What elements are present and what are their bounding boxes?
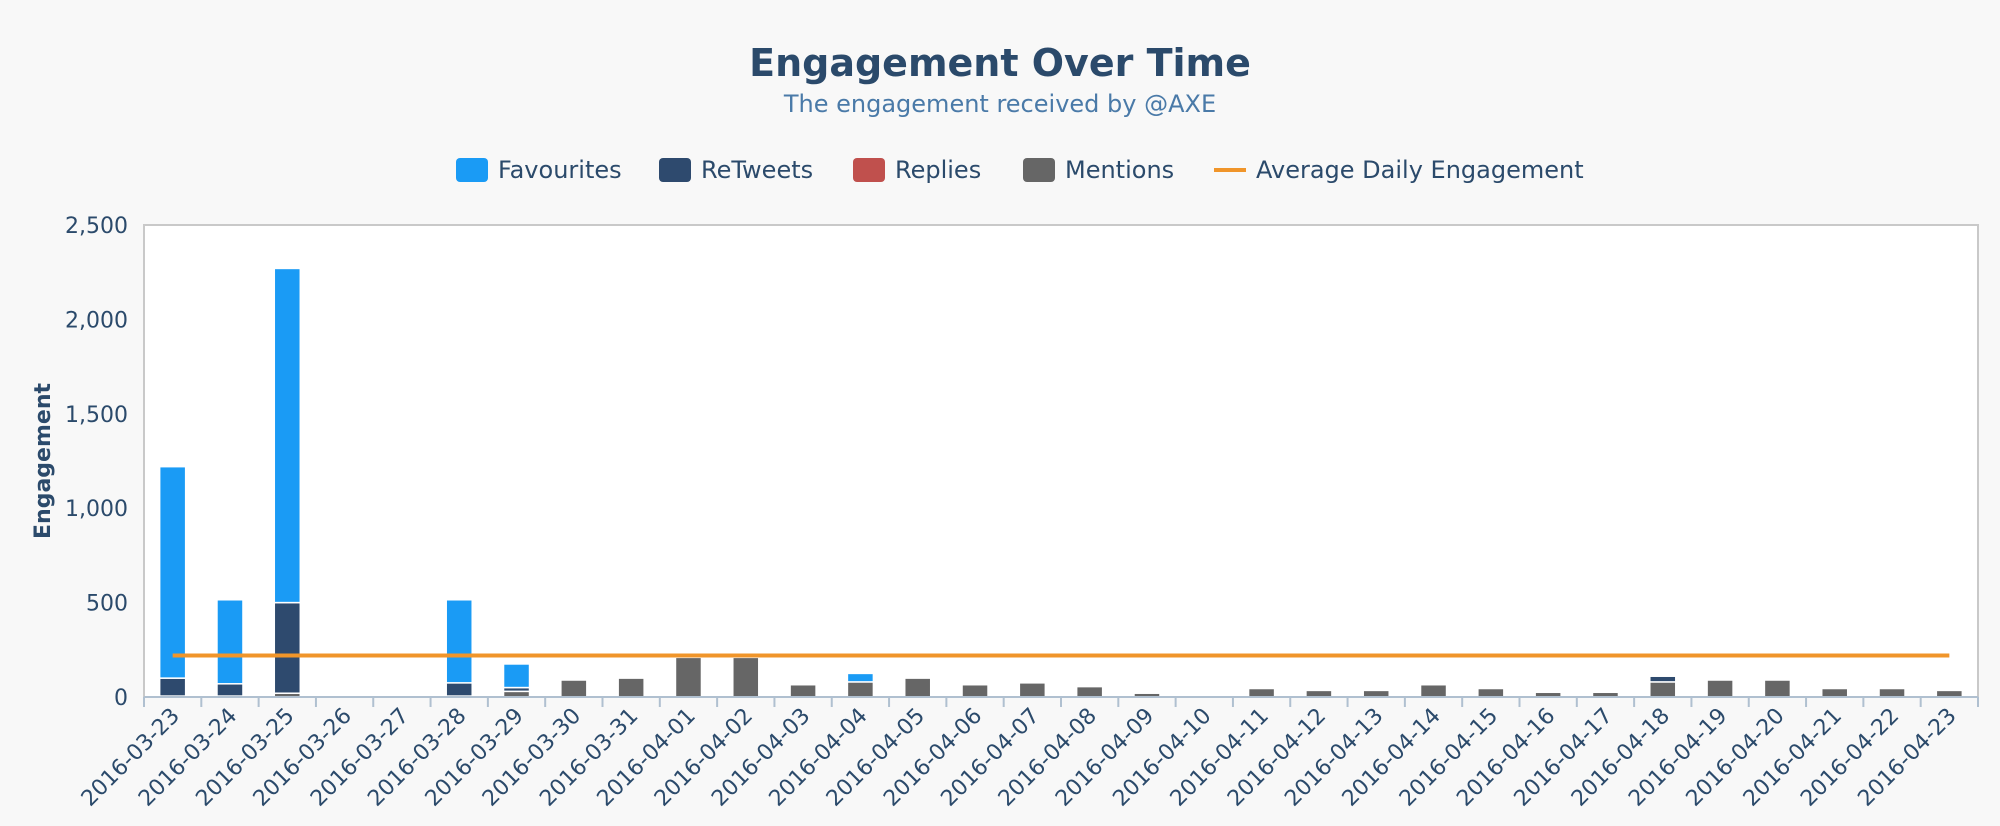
- legend-label: Favourites: [498, 156, 622, 184]
- bar-retweets-2016-03-24[interactable]: [216, 683, 244, 697]
- legend-swatch: [1023, 158, 1055, 182]
- chart-subtitle: The engagement received by @AXE: [783, 90, 1216, 118]
- bar-mentions-2016-04-15[interactable]: [1477, 687, 1505, 698]
- bar-mentions-2016-04-22[interactable]: [1878, 687, 1906, 698]
- bar-favourites-2016-03-29[interactable]: [502, 663, 531, 689]
- bar-favourites-2016-03-23[interactable]: [158, 465, 187, 679]
- legend-item-retweets[interactable]: ReTweets: [659, 156, 813, 184]
- bar-mentions-2016-04-03[interactable]: [789, 683, 817, 698]
- bar-favourites-2016-04-04[interactable]: [846, 672, 875, 683]
- y-tick-label: 1,500: [65, 403, 128, 428]
- y-tick-label: 500: [86, 592, 128, 617]
- bar-mentions-2016-04-21[interactable]: [1820, 687, 1849, 698]
- legend-swatch: [456, 158, 488, 182]
- bar-mentions-2016-04-19[interactable]: [1706, 679, 1734, 698]
- legend-item-average-daily-engagement[interactable]: Average Daily Engagement: [1214, 156, 1584, 184]
- bar-mentions-2016-04-20[interactable]: [1763, 679, 1792, 698]
- bar-mentions-2016-04-01[interactable]: [674, 656, 703, 698]
- y-tick-label: 2,500: [65, 214, 128, 239]
- bar-mentions-2016-04-04[interactable]: [846, 681, 875, 698]
- bar-favourites-2016-03-24[interactable]: [216, 599, 244, 685]
- y-tick-label: 1,000: [65, 497, 128, 522]
- y-axis-title: Engagement: [31, 383, 56, 539]
- legend-swatch: [853, 158, 885, 182]
- chart-title: Engagement Over Time: [749, 41, 1251, 85]
- legend: Favourites ReTweets Replies Mentions Average…: [456, 156, 1584, 184]
- legend-item-mentions[interactable]: Mentions: [1023, 156, 1174, 184]
- x-tick-label: 2016-03-23: [77, 704, 185, 812]
- y-tick-label: 2,000: [65, 308, 128, 333]
- bar-retweets-2016-03-28[interactable]: [445, 682, 473, 697]
- bar-retweets-2016-04-18[interactable]: [1649, 675, 1677, 683]
- bar-mentions-2016-04-18[interactable]: [1649, 681, 1677, 698]
- legend-label: Replies: [895, 156, 981, 184]
- bar-mentions-2016-04-08[interactable]: [1075, 685, 1104, 698]
- bar-mentions-2016-04-11[interactable]: [1247, 687, 1276, 698]
- legend-label: Mentions: [1065, 156, 1174, 184]
- y-tick-label: 0: [114, 686, 128, 711]
- bar-retweets-2016-03-25[interactable]: [273, 601, 302, 694]
- legend-label: Average Daily Engagement: [1256, 156, 1584, 184]
- bar-mentions-2016-03-31[interactable]: [617, 677, 645, 698]
- bar-favourites-2016-03-25[interactable]: [273, 267, 302, 604]
- bar-mentions-2016-04-14[interactable]: [1419, 683, 1448, 698]
- legend-swatch: [659, 158, 691, 182]
- legend-label: ReTweets: [701, 156, 813, 184]
- bar-mentions-2016-04-05[interactable]: [903, 677, 932, 698]
- legend-item-favourites[interactable]: Favourites: [456, 156, 622, 184]
- bar-mentions-2016-04-07[interactable]: [1018, 682, 1047, 698]
- bar-favourites-2016-03-28[interactable]: [445, 599, 473, 684]
- bar-mentions-2016-04-06[interactable]: [961, 683, 989, 698]
- plot-area: [143, 224, 1979, 698]
- bars-group: [158, 267, 1964, 698]
- bar-retweets-2016-03-23[interactable]: [158, 677, 187, 697]
- bar-mentions-2016-03-30[interactable]: [560, 679, 588, 698]
- bar-mentions-2016-04-02[interactable]: [732, 656, 760, 698]
- legend-item-replies[interactable]: Replies: [853, 156, 981, 184]
